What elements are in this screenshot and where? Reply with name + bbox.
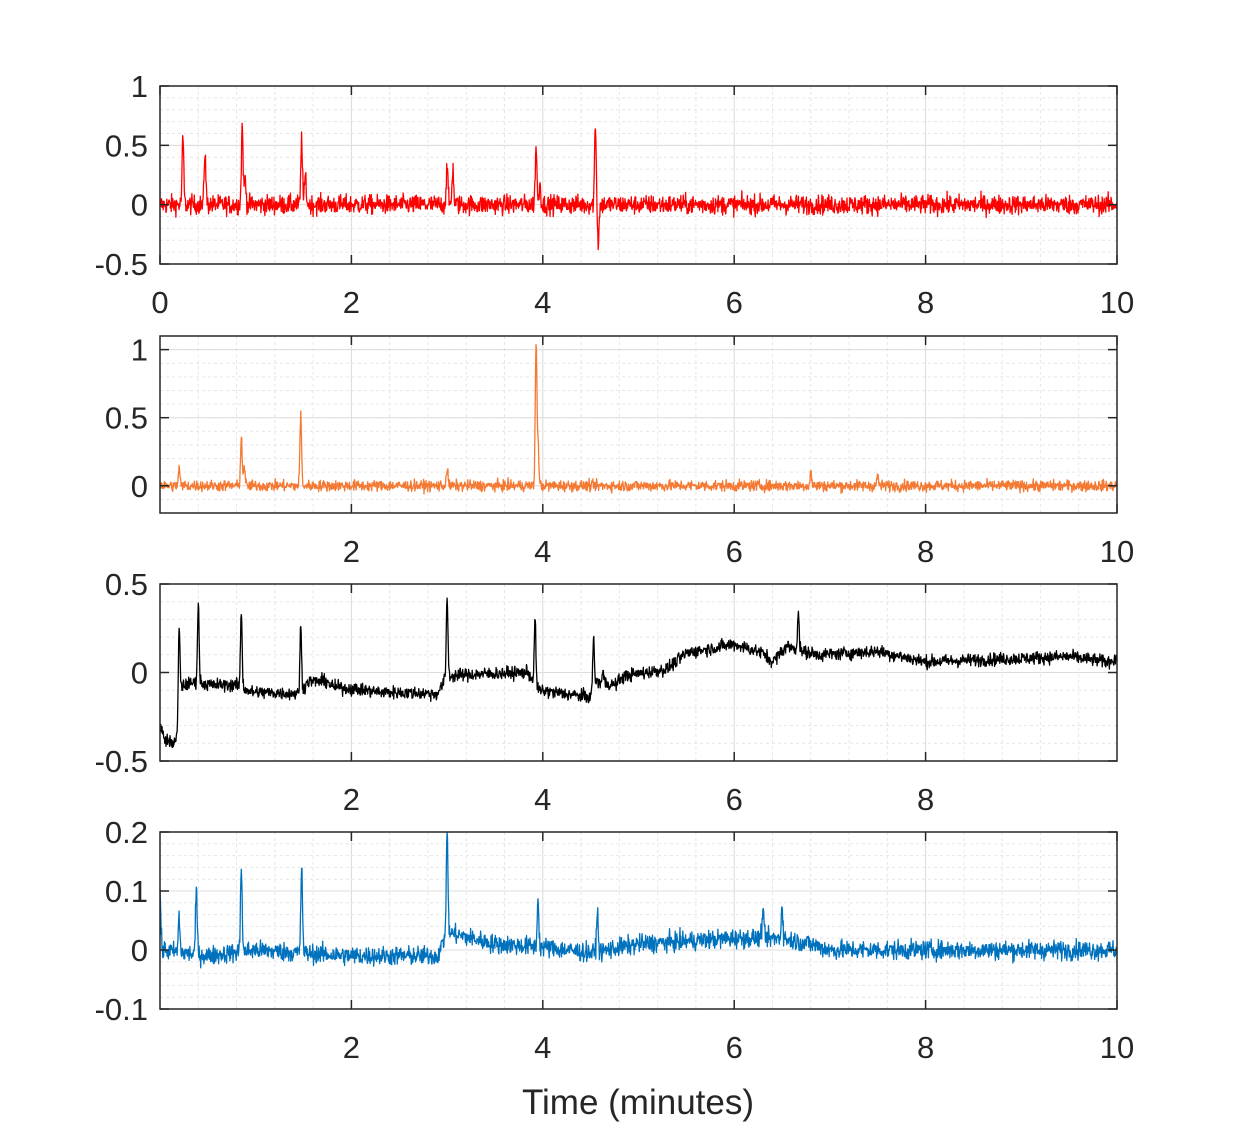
x-tick-label: 6 [726,782,743,817]
x-tick-label: 4 [534,534,551,569]
x-tick-label: 8 [917,1030,934,1065]
y-tick-label: -0.5 [95,744,148,779]
x-axis-label: Time (minutes) [522,1083,754,1122]
x-tick-label: 10 [1100,534,1134,569]
x-tick-label: 8 [917,782,934,817]
axes-box [159,335,1118,514]
y-tick-label: 0.5 [105,567,148,602]
y-tick-label: -0.1 [95,992,148,1027]
x-tick-label: 2 [343,782,360,817]
x-tick-label: 8 [917,285,934,320]
y-tick-label: 1 [131,69,148,104]
x-tick-label: 6 [726,285,743,320]
y-tick-label: 0.1 [105,874,148,909]
x-tick-label: 2 [343,534,360,569]
axes-box [159,831,1118,1010]
y-tick-label: 0 [131,188,148,223]
signal-panel-1: 0 2 4 6 8 10-0.500.51 [95,69,1135,320]
x-tick-label: 8 [917,534,934,569]
x-tick-label: 0 [151,285,168,320]
y-tick-label: 0.5 [105,401,148,436]
axes-box [159,85,1118,265]
x-tick-label: 2 [343,1030,360,1065]
x-tick-label: 4 [534,285,551,320]
x-tick-label: 10 [1100,1030,1134,1065]
x-tick-label: 4 [534,1030,551,1065]
series-line-signal-4 [159,831,1118,969]
signal-panel-3: 2 4 6 8 -0.5 0 0.5 [95,567,1118,817]
x-tick-label: 10 [1100,285,1134,320]
y-tick-label: 0 [131,469,148,504]
signal-panel-2: 2 4 6 8 10 0 0.5 1 [105,333,1134,569]
x-tick-label: 2 [343,285,360,320]
signal-panel-4: 2 4 6 8 10 -0.1 0 0.1 0.2 [95,815,1135,1065]
y-tick-label: 0 [131,656,148,691]
y-tick-label: 0 [131,933,148,968]
y-tick-label: -0.5 [95,247,148,282]
y-tick-label: 0.5 [105,128,148,163]
y-tick-label: 1 [131,333,148,368]
x-tick-label: 4 [534,782,551,817]
series-line-signal-2 [159,343,1118,495]
x-tick-label: 6 [726,534,743,569]
y-tick-label: 0.2 [105,815,148,850]
series-line-signal-3 [159,597,1118,749]
x-tick-label: 6 [726,1030,743,1065]
series-line-signal-1 [159,122,1118,251]
